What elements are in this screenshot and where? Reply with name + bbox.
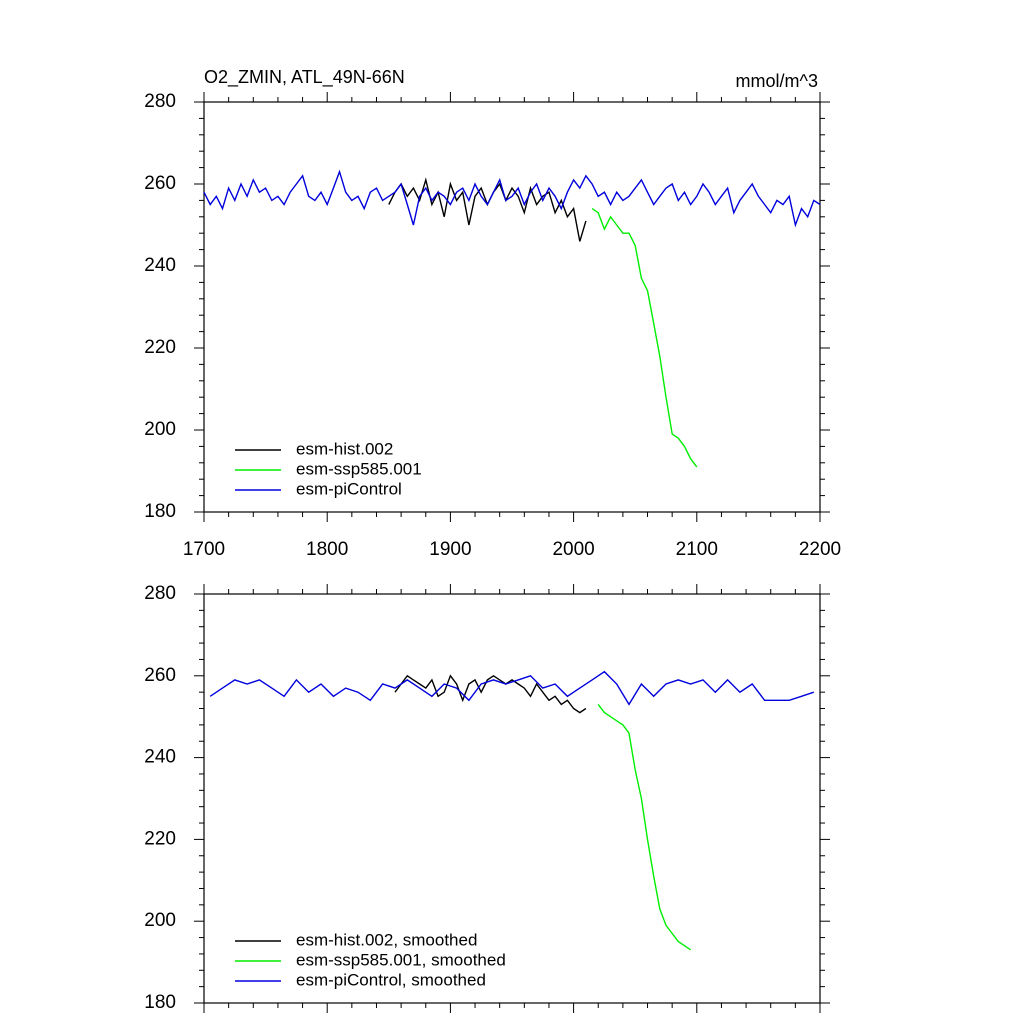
y-tick-label: 260 xyxy=(144,173,176,194)
x-tick-label: 1700 xyxy=(183,539,225,560)
y-tick-label: 180 xyxy=(144,992,176,1013)
series-line xyxy=(203,169,821,228)
x-tick-label: 2000 xyxy=(552,539,594,560)
panel: 180 200 220 240 260 280 1700 1800 1900 2000 2100 22… xyxy=(144,67,841,560)
y-tick-label: 200 xyxy=(144,419,176,440)
legend-label: esm-piControl xyxy=(296,479,402,498)
series-line xyxy=(597,703,691,951)
series-line xyxy=(209,670,815,706)
x-tick-label: 1800 xyxy=(306,539,348,560)
plot-frame xyxy=(203,101,821,513)
plot-frame xyxy=(203,593,821,1004)
legend-label: esm-piControl, smoothed xyxy=(296,970,486,989)
series-line xyxy=(394,674,587,714)
legend-label: esm-ssp585.001, smoothed xyxy=(296,950,506,969)
x-tick-label: 2100 xyxy=(676,539,718,560)
y-tick-label: 280 xyxy=(144,91,176,112)
y-tick-label: 240 xyxy=(144,255,176,276)
chart-title: O2_ZMIN, ATL_49N-66N xyxy=(204,67,405,88)
y-tick-label: 280 xyxy=(144,583,176,604)
series-line xyxy=(591,208,698,468)
legend-label: esm-ssp585.001 xyxy=(296,459,422,478)
legend-label: esm-hist.002, smoothed xyxy=(296,930,477,949)
units-label: mmol/m^3 xyxy=(736,71,818,91)
panel: 180 200 220 240 260 280 esm-hist.002, smoothed… xyxy=(144,583,830,1013)
legend-label: esm-hist.002 xyxy=(296,439,393,458)
x-tick-label: 1900 xyxy=(429,539,471,560)
x-tick-label: 2200 xyxy=(799,539,841,560)
y-tick-label: 240 xyxy=(144,747,176,768)
y-tick-label: 220 xyxy=(144,828,176,849)
y-tick-label: 200 xyxy=(144,910,176,931)
y-tick-label: 220 xyxy=(144,337,176,358)
series-line xyxy=(388,177,587,242)
y-tick-label: 260 xyxy=(144,665,176,686)
y-tick-label: 180 xyxy=(144,501,176,522)
